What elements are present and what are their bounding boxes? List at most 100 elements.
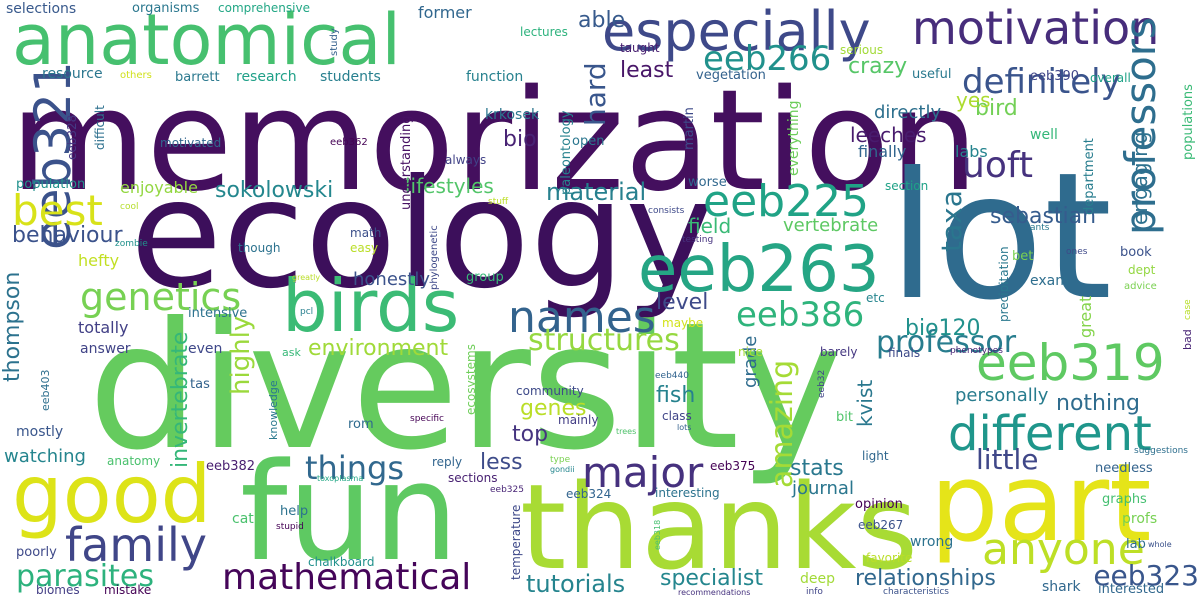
word-testing: testing bbox=[682, 235, 714, 245]
word-community: community bbox=[516, 384, 584, 398]
word-thanks: thanks bbox=[520, 458, 918, 596]
word-eeb266: eeb266 bbox=[703, 39, 832, 79]
word-lab: lab bbox=[1126, 537, 1146, 552]
word-least: least bbox=[620, 58, 674, 83]
word-toxoplasma: toxoplasma bbox=[317, 474, 364, 483]
word-phylogenetic: phylogenetic bbox=[429, 225, 440, 290]
word-nice: nice bbox=[738, 345, 763, 359]
word-environment: environment bbox=[308, 336, 449, 361]
word-dept: dept bbox=[1128, 263, 1156, 277]
word-bio: bio bbox=[503, 127, 537, 152]
word-parasites: parasites bbox=[16, 559, 154, 594]
word-section: section bbox=[885, 179, 929, 193]
word-reply: reply bbox=[432, 455, 463, 469]
word-greatly: greatly bbox=[292, 273, 321, 282]
word-personally: personally bbox=[955, 385, 1049, 406]
word-graphs: graphs bbox=[1102, 492, 1147, 507]
word-kvist: kvist bbox=[853, 379, 877, 427]
word-useful: useful bbox=[912, 67, 952, 82]
word-bit: bit bbox=[836, 410, 853, 425]
word-lifestyles: lifestyles bbox=[405, 174, 494, 198]
word-stats: stats bbox=[790, 456, 844, 481]
word-resource: resource bbox=[42, 66, 103, 82]
word-organisms: organisms bbox=[132, 1, 200, 16]
word-eeb267: eeb267 bbox=[858, 518, 904, 532]
word-lots: lots bbox=[677, 423, 692, 432]
word-chalkboard: chalkboard bbox=[308, 555, 375, 569]
word-needless: needless bbox=[1095, 461, 1153, 476]
word-everything: everything bbox=[786, 100, 802, 176]
word-biomes: biomes bbox=[36, 583, 80, 597]
word-research: research bbox=[236, 69, 297, 85]
word-suggestions: suggestions bbox=[1134, 446, 1188, 456]
word-temperature: temperature bbox=[509, 504, 523, 580]
word-krkosek: krkosek bbox=[485, 107, 540, 123]
word-tutorials: tutorials bbox=[526, 570, 626, 598]
word-great: great bbox=[1076, 295, 1095, 338]
word-knowledge: knowledge bbox=[267, 380, 280, 440]
word-professor: professor bbox=[876, 325, 1017, 360]
word-labs: labs bbox=[955, 142, 988, 161]
word-genes: genes bbox=[520, 396, 587, 421]
word-etc: etc bbox=[866, 291, 885, 305]
word-major: major bbox=[582, 448, 704, 497]
word-eeb362: eeb362 bbox=[330, 137, 368, 148]
word-enjoyable: enjoyable bbox=[120, 178, 198, 197]
word-best: best bbox=[12, 186, 103, 235]
word-comprehensive: comprehensive bbox=[218, 1, 310, 15]
word-anatomical: anatomical bbox=[12, 0, 401, 81]
word-help: help bbox=[280, 504, 309, 519]
word-hard: hard bbox=[579, 62, 612, 126]
word-names: names bbox=[508, 292, 656, 343]
word-journal: journal bbox=[792, 478, 854, 499]
word-class: class bbox=[662, 409, 692, 423]
word-anatomy: anatomy bbox=[107, 454, 161, 468]
word-worse: worse bbox=[688, 175, 727, 190]
word-barrett: barrett bbox=[175, 70, 220, 85]
word-eeb323: eeb323 bbox=[1093, 559, 1199, 592]
word-taught: taught bbox=[620, 41, 660, 55]
word-stupid: stupid bbox=[276, 522, 304, 532]
word-poorly: poorly bbox=[16, 545, 57, 560]
word-cat: cat bbox=[232, 511, 254, 527]
word-serious: serious bbox=[840, 43, 884, 57]
word-phenotypes: phenotypes bbox=[950, 346, 1003, 356]
word-eeb263: eeb263 bbox=[638, 233, 880, 307]
word-paleontology: paleontology bbox=[559, 110, 574, 195]
word-sections: sections bbox=[448, 471, 498, 485]
word-eeb375: eeb375 bbox=[710, 459, 756, 473]
word-mainly: mainly bbox=[558, 413, 599, 427]
word-cool: cool bbox=[120, 202, 139, 212]
word-finally: finally bbox=[858, 142, 907, 161]
word-fun: fun bbox=[240, 434, 459, 591]
word-type: type bbox=[550, 455, 571, 465]
word-whole: whole bbox=[1148, 540, 1172, 549]
word-bet: bet bbox=[1012, 249, 1034, 264]
word-thompson: thompson bbox=[0, 271, 25, 382]
word-motivation: motivation bbox=[912, 1, 1160, 55]
word-zombie: zombie bbox=[115, 239, 148, 249]
word-function: function bbox=[466, 69, 524, 85]
word-others: others bbox=[120, 70, 152, 81]
word-highly: highly bbox=[226, 315, 256, 395]
word-fish: fish bbox=[656, 383, 696, 408]
word-lot: lot bbox=[888, 136, 1113, 339]
word-answer: answer bbox=[80, 341, 131, 357]
word-good: good bbox=[12, 448, 212, 541]
word-profs: profs bbox=[1122, 511, 1158, 527]
word-study: study bbox=[329, 28, 340, 56]
word-overall: overall bbox=[1090, 71, 1131, 85]
word-interesting: interesting bbox=[655, 486, 720, 500]
word-stuff: stuff bbox=[488, 197, 509, 207]
word-eeb319: eeb319 bbox=[976, 334, 1165, 392]
word-ecosystems: ecosystems bbox=[464, 344, 478, 415]
word-precipitation: precipitation bbox=[997, 246, 1011, 322]
word-rom: rom bbox=[348, 417, 374, 432]
word-mathematical: mathematical bbox=[222, 557, 472, 598]
word-crazy: crazy bbox=[848, 54, 908, 79]
word-level: level bbox=[656, 290, 709, 315]
word-ones: ones bbox=[1066, 247, 1088, 257]
word-finals: finals bbox=[888, 346, 921, 360]
word-genetics: genetics bbox=[80, 275, 242, 319]
word-little: little bbox=[976, 443, 1039, 476]
